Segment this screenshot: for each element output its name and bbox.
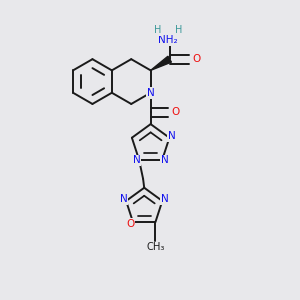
Polygon shape	[151, 56, 171, 70]
Text: NH₂: NH₂	[158, 35, 178, 45]
Text: N: N	[168, 131, 176, 141]
Text: H: H	[175, 25, 183, 35]
Text: N: N	[161, 155, 169, 165]
Text: O: O	[172, 107, 180, 118]
Text: N: N	[120, 194, 128, 204]
Text: N: N	[133, 155, 140, 165]
Text: H: H	[154, 25, 161, 35]
Text: O: O	[126, 219, 135, 229]
Text: N: N	[147, 88, 154, 98]
Text: CH₃: CH₃	[146, 242, 165, 252]
Text: N: N	[161, 194, 169, 204]
Text: O: O	[192, 54, 201, 64]
